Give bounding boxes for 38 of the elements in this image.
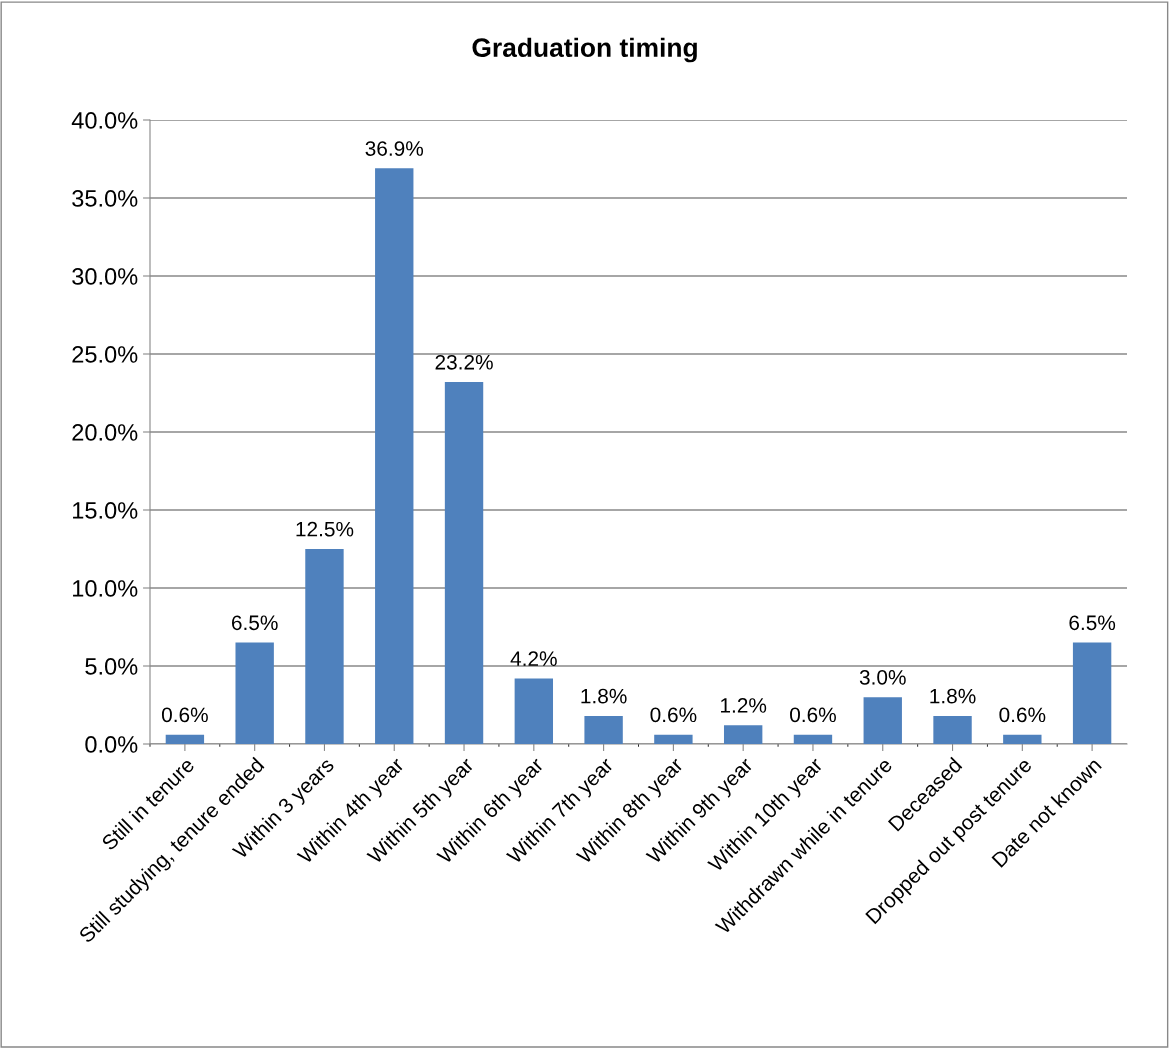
y-tick-label: 30.0% xyxy=(72,268,138,285)
bar xyxy=(375,168,414,744)
data-label: 23.2% xyxy=(435,354,493,370)
y-tick-label: 40.0% xyxy=(71,112,138,129)
data-label: 36.9% xyxy=(365,141,424,156)
data-label: 0.6% xyxy=(999,707,1046,723)
data-label: 1.8% xyxy=(930,688,976,704)
y-tick-label: 25.0% xyxy=(72,346,138,363)
y-tick-label: 15.0% xyxy=(73,502,138,519)
data-label: 1.2% xyxy=(721,698,767,713)
bar xyxy=(933,715,972,744)
bar xyxy=(793,734,833,744)
bar xyxy=(514,678,554,744)
data-label: 3.0% xyxy=(859,670,906,685)
y-tick-label: 35.0% xyxy=(72,190,138,207)
chart-title: Graduation timing xyxy=(472,37,697,63)
y-tick-label: 5.0% xyxy=(85,658,138,675)
data-label: 1.8% xyxy=(581,688,627,704)
bar xyxy=(444,382,484,744)
bar xyxy=(305,549,344,744)
data-label: 12.5% xyxy=(296,521,354,537)
bar xyxy=(165,734,205,744)
bar xyxy=(584,715,623,744)
data-label: 0.6% xyxy=(790,707,836,723)
bar xyxy=(723,725,763,744)
data-label: 0.6% xyxy=(650,707,697,723)
y-tick-label: 10.0% xyxy=(73,580,138,597)
bar xyxy=(235,642,274,744)
bar xyxy=(1072,642,1112,744)
bar xyxy=(863,697,902,744)
data-label: 6.5% xyxy=(1069,615,1116,631)
bar xyxy=(1003,734,1042,744)
data-label: 0.6% xyxy=(161,707,208,723)
bar xyxy=(654,734,693,744)
y-tick-label: 20.0% xyxy=(72,424,138,441)
data-label: 4.2% xyxy=(510,651,557,666)
data-label: 6.5% xyxy=(231,615,278,631)
y-tick-label: 0.0% xyxy=(85,736,138,753)
